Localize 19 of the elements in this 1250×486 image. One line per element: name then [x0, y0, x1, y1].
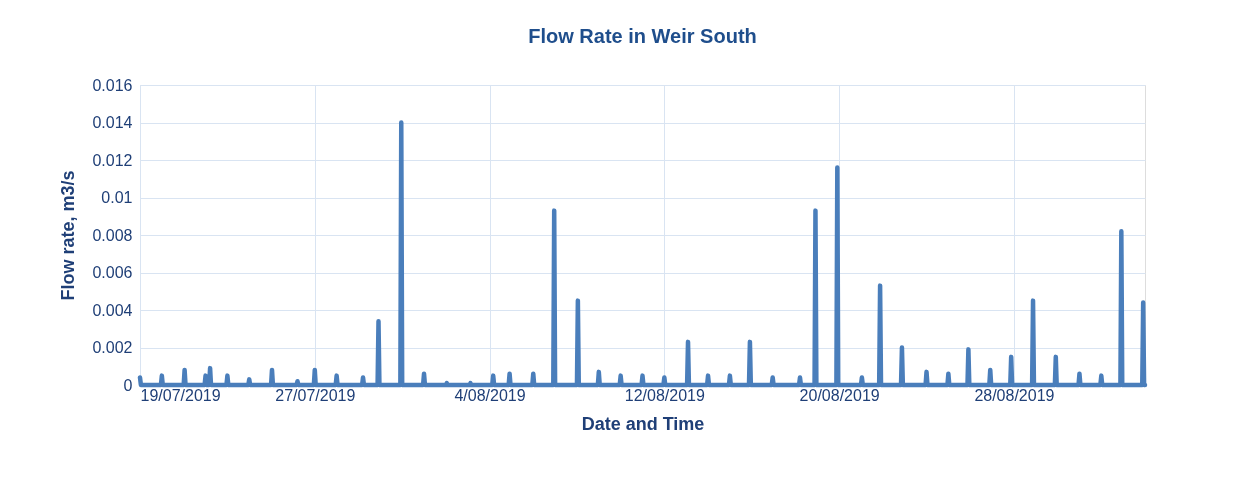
y-tick-label: 0 [123, 376, 133, 394]
y-tick-label: 0.002 [92, 339, 133, 356]
x-tick-label: 19/07/2019 [140, 386, 221, 404]
y-tick-label: 0.008 [92, 226, 133, 244]
chart-title: Flow Rate in Weir South [528, 25, 757, 47]
line-series [137, 120, 1148, 388]
x-tick-label: 20/08/2019 [799, 386, 880, 404]
x-tick-label: 4/08/2019 [454, 386, 526, 404]
y-tick-label: 0.004 [92, 301, 133, 319]
y-tick-label: 0.01 [101, 189, 133, 206]
y-tick-label: 0.016 [92, 76, 133, 94]
x-tick-label: 28/08/2019 [974, 386, 1055, 404]
y-tick-label: 0.006 [92, 264, 133, 281]
x-tick-label: 12/08/2019 [624, 386, 705, 404]
x-tick-label: 27/07/2019 [275, 386, 356, 404]
y-tick-label: 0.014 [92, 114, 133, 131]
y-axis-title: Flow rate, m3/s [58, 170, 79, 301]
y-tick-label: 0.012 [92, 151, 133, 169]
x-axis-title: Date and Time [581, 413, 705, 434]
